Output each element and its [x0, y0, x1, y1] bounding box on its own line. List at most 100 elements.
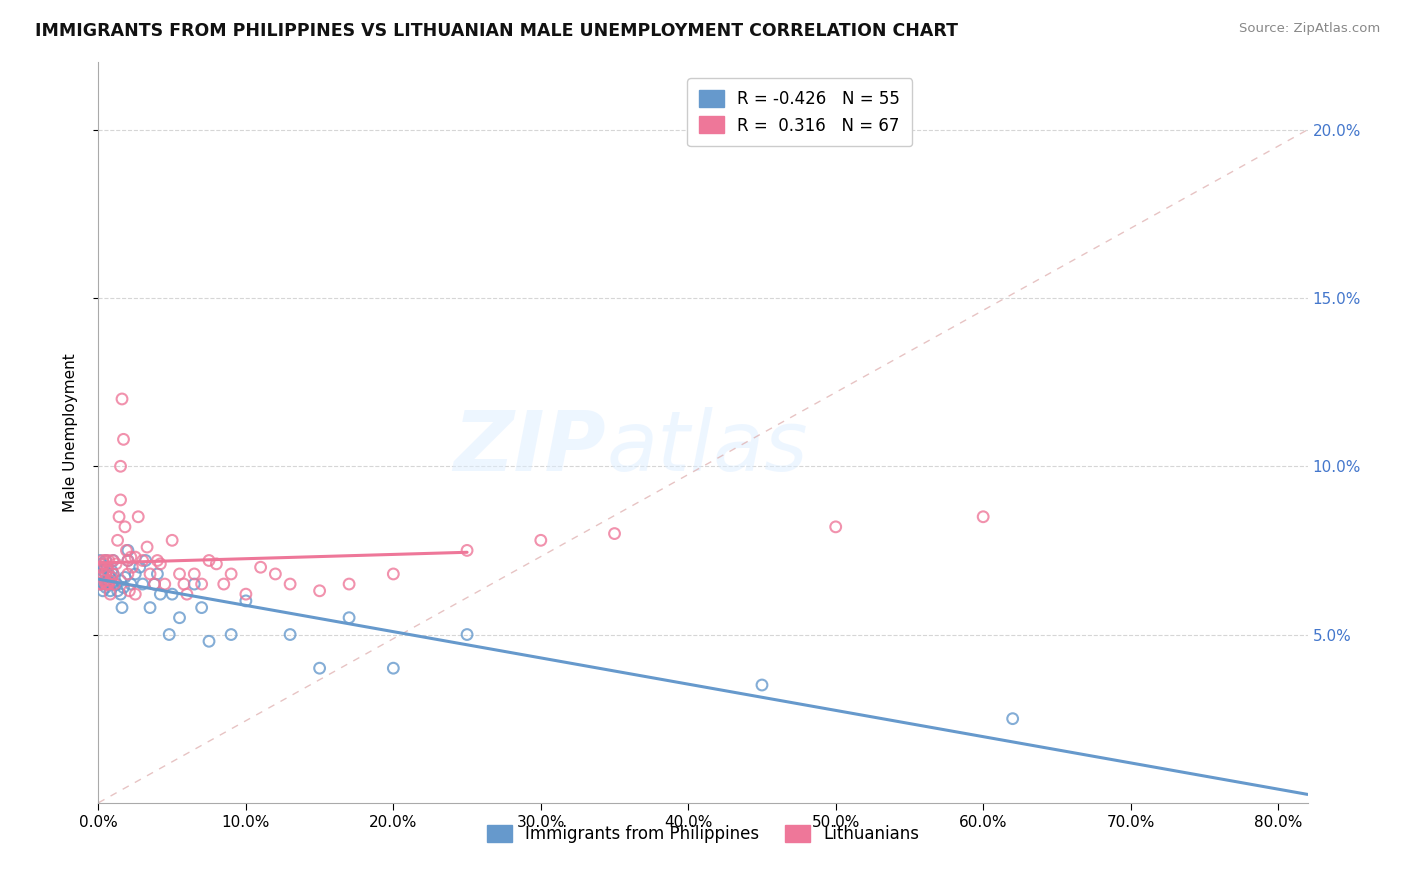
- Point: [124, 566, 146, 581]
- Point: [124, 550, 146, 565]
- Point: [97, 577, 120, 591]
- Point: [89, 566, 111, 581]
- Point: [90, 560, 112, 574]
- Point: [100, 577, 122, 591]
- Point: [153, 577, 176, 591]
- Point: [135, 553, 157, 567]
- Point: [108, 509, 131, 524]
- Point: [104, 577, 127, 591]
- Point: [98, 587, 121, 601]
- Point: [107, 533, 129, 548]
- Point: [93, 560, 115, 574]
- Point: [139, 600, 162, 615]
- Point: [198, 553, 221, 567]
- Point: [97, 577, 120, 591]
- Point: [456, 543, 478, 558]
- Point: [249, 560, 271, 574]
- Point: [94, 566, 117, 581]
- Point: [96, 577, 118, 591]
- Point: [120, 577, 142, 591]
- Point: [382, 566, 405, 581]
- Point: [97, 553, 120, 567]
- Point: [114, 520, 136, 534]
- Point: [235, 587, 257, 601]
- Point: [530, 533, 553, 548]
- Point: [111, 392, 134, 406]
- Point: [183, 577, 205, 591]
- Point: [96, 564, 118, 578]
- Point: [91, 564, 114, 578]
- Point: [117, 553, 139, 567]
- Point: [139, 566, 162, 581]
- Point: [90, 557, 112, 571]
- Point: [278, 627, 301, 641]
- Point: [94, 577, 117, 591]
- Point: [107, 583, 129, 598]
- Point: [94, 581, 117, 595]
- Point: [235, 594, 257, 608]
- Point: [90, 577, 112, 591]
- Point: [115, 543, 138, 558]
- Point: [96, 560, 118, 574]
- Point: [112, 433, 135, 447]
- Point: [118, 583, 141, 598]
- Point: [112, 581, 135, 595]
- Point: [91, 553, 114, 567]
- Point: [1001, 712, 1024, 726]
- Point: [183, 566, 205, 581]
- Point: [120, 550, 142, 565]
- Point: [111, 600, 134, 615]
- Point: [117, 553, 139, 567]
- Point: [101, 553, 124, 567]
- Point: [751, 678, 773, 692]
- Point: [98, 570, 121, 584]
- Point: [972, 509, 994, 524]
- Point: [131, 577, 153, 591]
- Point: [110, 459, 132, 474]
- Point: [121, 560, 143, 574]
- Point: [101, 566, 124, 581]
- Point: [89, 560, 111, 574]
- Text: ZIP: ZIP: [454, 407, 606, 488]
- Point: [176, 587, 198, 601]
- Point: [105, 577, 128, 591]
- Point: [110, 574, 132, 588]
- Point: [89, 577, 111, 591]
- Point: [169, 566, 191, 581]
- Point: [198, 634, 221, 648]
- Point: [114, 570, 136, 584]
- Point: [337, 577, 360, 591]
- Point: [157, 627, 180, 641]
- Point: [219, 627, 242, 641]
- Point: [96, 574, 118, 588]
- Y-axis label: Male Unemployment: Male Unemployment: [63, 353, 77, 512]
- Point: [110, 587, 132, 601]
- Point: [94, 566, 117, 581]
- Point: [143, 577, 166, 591]
- Point: [98, 574, 121, 588]
- Text: IMMIGRANTS FROM PHILIPPINES VS LITHUANIAN MALE UNEMPLOYMENT CORRELATION CHART: IMMIGRANTS FROM PHILIPPINES VS LITHUANIA…: [35, 22, 957, 40]
- Point: [101, 553, 124, 567]
- Point: [603, 526, 626, 541]
- Point: [278, 577, 301, 591]
- Point: [456, 627, 478, 641]
- Point: [205, 557, 228, 571]
- Point: [308, 661, 330, 675]
- Point: [190, 600, 212, 615]
- Point: [117, 543, 139, 558]
- Text: atlas: atlas: [606, 407, 808, 488]
- Point: [94, 553, 117, 567]
- Text: Source: ZipAtlas.com: Source: ZipAtlas.com: [1240, 22, 1381, 36]
- Point: [89, 553, 111, 567]
- Point: [136, 540, 159, 554]
- Point: [93, 574, 115, 588]
- Point: [94, 553, 117, 567]
- Point: [131, 553, 153, 567]
- Point: [127, 509, 149, 524]
- Point: [124, 587, 146, 601]
- Point: [824, 520, 846, 534]
- Point: [97, 566, 120, 581]
- Point: [110, 492, 132, 507]
- Point: [101, 566, 124, 581]
- Point: [190, 577, 212, 591]
